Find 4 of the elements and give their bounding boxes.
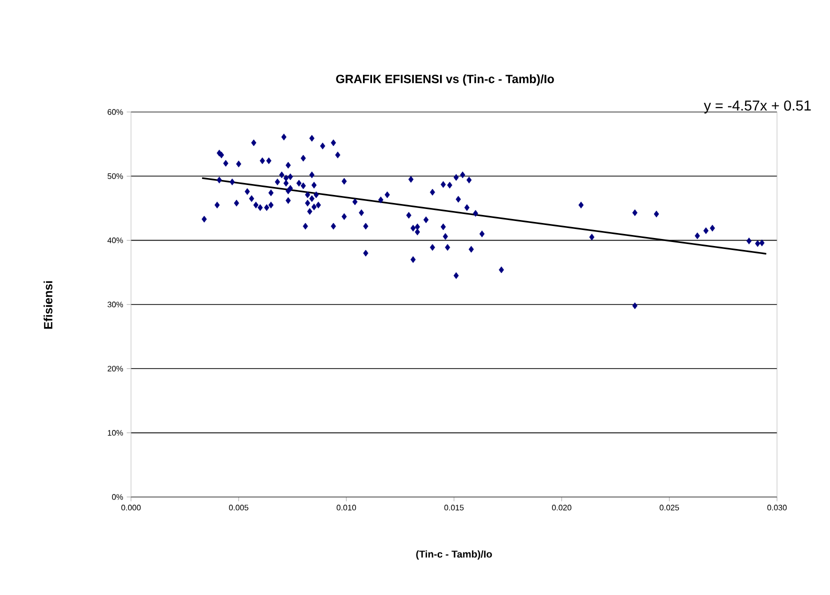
y-axis-title: Efisiensi <box>44 281 52 329</box>
annotation: y = -4.57x + 0.51 <box>704 100 811 114</box>
chart-title: GRAFIK EFISIENSI vs (Tin-c - Tamb)/Io <box>336 74 554 86</box>
x-axis-title: (Tin-c - Tamb)/Io <box>416 550 492 560</box>
